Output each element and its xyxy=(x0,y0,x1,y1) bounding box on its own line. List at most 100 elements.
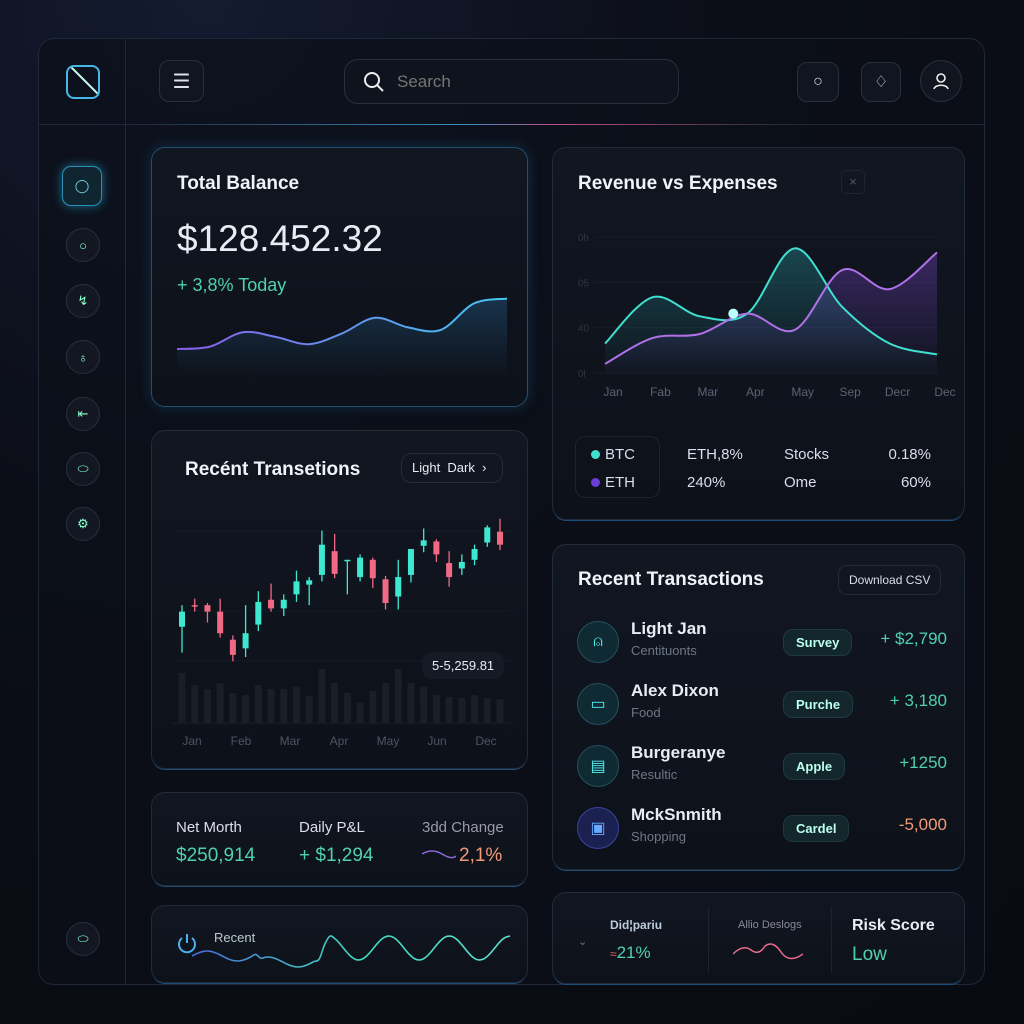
volume-bar xyxy=(292,687,300,723)
x-tick-label: May xyxy=(791,385,814,399)
folder-icon: ▤ xyxy=(577,745,619,787)
volume-bar xyxy=(191,685,199,723)
volume-bar xyxy=(267,689,275,723)
circle-icon[interactable]: ○ xyxy=(797,62,839,102)
balance-sparkline xyxy=(177,297,507,378)
stats-card: Net Morth $250,914 Daily P&L + $1,294 3dd Ch… xyxy=(151,792,528,886)
stat-label: 3dd Change xyxy=(422,819,504,836)
sparkline-area xyxy=(177,298,507,378)
transaction-amount: + $2,790 xyxy=(880,629,947,648)
volume-bar xyxy=(280,689,288,723)
transaction-row[interactable]: ▭ Alex Dixon Food Purche + 3,180 xyxy=(577,679,947,729)
balance-change: + 3,8% Today xyxy=(177,275,287,295)
candle-body xyxy=(344,559,351,562)
legend-v1: ETH,8% xyxy=(687,446,743,463)
stat-value: $250,914 xyxy=(176,845,256,866)
metric-a-value: ≈21% xyxy=(610,943,651,963)
volume-bar xyxy=(369,691,377,723)
card-icon: ▭ xyxy=(577,683,619,725)
candle-body xyxy=(420,540,427,546)
header-divider xyxy=(38,124,985,125)
hover-point[interactable] xyxy=(728,308,739,319)
x-tick-label: Jan xyxy=(603,385,622,399)
x-tick-label: Mar xyxy=(280,734,301,748)
sparkline-line xyxy=(177,297,507,350)
search-icon xyxy=(364,71,384,92)
series-area-BTC xyxy=(605,248,937,378)
balance-amount: $128.452.32 xyxy=(177,218,383,259)
x-tick-label: May xyxy=(377,734,400,748)
volume-bar xyxy=(356,703,364,723)
x-tick-label: Dec xyxy=(934,385,955,399)
sidebar-eye-icon[interactable]: ⬭ xyxy=(66,452,100,486)
transaction-tag[interactable]: Purche xyxy=(783,691,854,718)
volume-bar xyxy=(496,699,504,723)
legend-k: Ome xyxy=(784,474,817,491)
x-tick-label: Dec xyxy=(475,734,496,748)
volume-bar xyxy=(229,693,237,723)
legend-name: ETH xyxy=(605,474,635,491)
search-input[interactable] xyxy=(397,71,637,92)
download-csv-button[interactable]: Download CSV xyxy=(838,565,942,595)
legend-box xyxy=(575,436,660,498)
transactions-card: Recent Transactions Download CSV ⍝ Light… xyxy=(552,544,965,870)
sidebar-chart-icon[interactable]: ↯ xyxy=(66,284,100,318)
transaction-name: Burgeranye xyxy=(631,743,726,762)
transaction-tag[interactable]: Survey xyxy=(783,629,853,656)
theme-toggle[interactable]: Light Dark › xyxy=(401,453,503,483)
chevron-down-icon[interactable]: ⌄ xyxy=(578,936,588,948)
volume-bar xyxy=(382,683,390,723)
menu-icon[interactable]: ☰ xyxy=(159,60,204,102)
transaction-category: Resultic xyxy=(631,767,678,782)
bell-icon[interactable]: ♢ xyxy=(861,62,901,102)
search-bar[interactable] xyxy=(344,59,679,104)
sidebar-bottom-eye-icon[interactable]: ⬭ xyxy=(66,922,100,956)
volume-bar xyxy=(471,695,479,723)
candle-body xyxy=(293,581,300,595)
revenue-card: Revenue vs Expenses × 0h 05 40 0l Jan Fab Mar A… xyxy=(552,147,965,520)
x-tick-label: Sep xyxy=(839,385,861,399)
volume-bar xyxy=(445,697,453,723)
power-icon[interactable] xyxy=(176,932,198,954)
sidebar-search-icon[interactable]: ◯ xyxy=(62,166,102,206)
sidebar-wallet-icon[interactable]: ♁ xyxy=(66,340,100,374)
candlestick-chart: Jan Feb Mar Apr May Jun Dec xyxy=(172,518,512,748)
close-button[interactable]: × xyxy=(841,170,865,194)
card-title: Recént Transetions xyxy=(185,459,361,480)
transaction-tag[interactable]: Cardel xyxy=(783,815,850,842)
logo-icon[interactable] xyxy=(66,65,100,99)
x-tick-label: Mar xyxy=(698,385,719,399)
transaction-row[interactable]: ▣ MckSnmith Shopping Cardel -5,000 xyxy=(577,803,947,853)
volume-bar xyxy=(216,683,224,723)
volume-bar xyxy=(407,683,415,723)
x-tick-label: Jan xyxy=(182,734,201,748)
wifi-icon: ≈ xyxy=(610,947,617,961)
legend-name: BTC xyxy=(605,446,635,463)
y-tick-label: 0h xyxy=(578,233,589,244)
user-icon[interactable] xyxy=(920,60,962,102)
transaction-row[interactable]: ⍝ Light Jan Centituonts Survey + $2,790 xyxy=(577,617,947,667)
stat-value: 2,1% xyxy=(459,845,503,866)
x-tick-label: Feb xyxy=(231,734,252,748)
revenue-chart: 0h 05 40 0l Jan Fab Mar Apr May Sep Decr Dec xyxy=(578,233,956,399)
sidebar-settings-icon[interactable]: ⚙ xyxy=(66,507,100,541)
metric-a-number: 21% xyxy=(616,943,651,962)
candle-body xyxy=(497,531,503,545)
price-tag: 5-5,259.81 xyxy=(422,652,505,679)
transaction-name: Light Jan xyxy=(631,619,707,638)
sidebar-circle-icon[interactable]: ○ xyxy=(66,228,100,262)
legend-v1: 240% xyxy=(687,474,726,491)
sidebar-export-icon[interactable]: ⇤ xyxy=(66,397,100,431)
candle-body xyxy=(433,541,440,555)
bag-icon: ▣ xyxy=(577,807,619,849)
legend-v2: 60% xyxy=(900,474,931,491)
stat-value: + $1,294 xyxy=(299,845,374,866)
y-tick-label: 05 xyxy=(578,278,590,289)
candle-body xyxy=(280,599,287,609)
recent-wave xyxy=(192,935,511,968)
toggle-label: Light Dark xyxy=(412,460,475,475)
transaction-tag[interactable]: Apple xyxy=(783,753,846,780)
volume-bar xyxy=(254,685,262,723)
transaction-row[interactable]: ▤ Burgeranye Resultic Apple +1250 xyxy=(577,741,947,791)
volume-bar xyxy=(242,695,250,723)
